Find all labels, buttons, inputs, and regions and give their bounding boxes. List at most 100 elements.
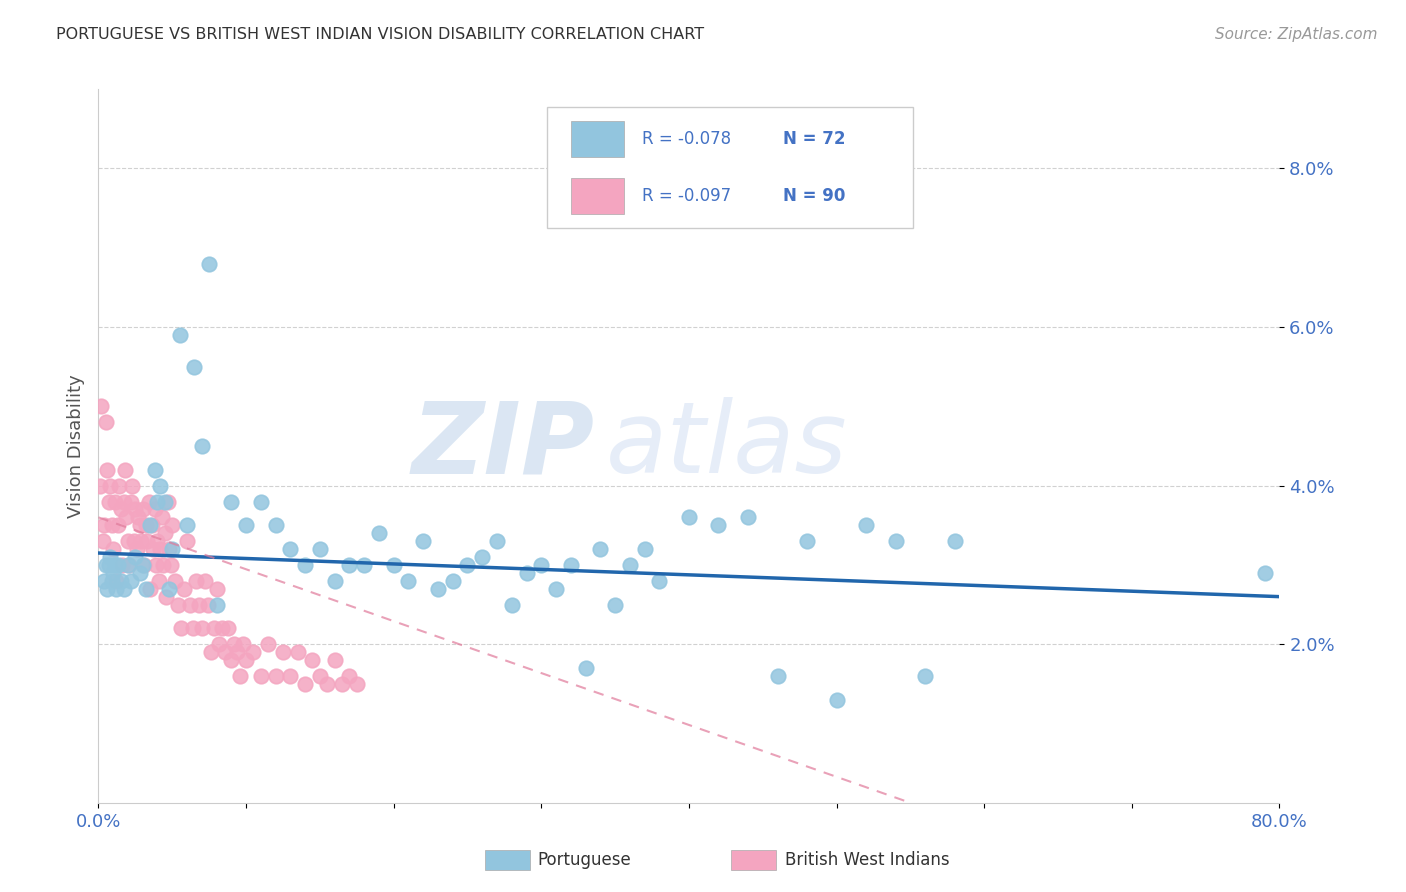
Point [179, 598, 201, 612]
Point [156, 494, 179, 508]
Point [678, 510, 700, 524]
Point [132, 558, 155, 572]
Point [796, 534, 818, 549]
Point [94, 558, 117, 572]
Point [162, 518, 183, 533]
Point [301, 653, 323, 667]
Point [427, 582, 450, 596]
Point [250, 669, 273, 683]
Point [766, 669, 789, 683]
Point [264, 669, 287, 683]
Point [105, 582, 128, 596]
Point [353, 558, 375, 572]
Point [205, 582, 228, 596]
Point [112, 582, 135, 596]
Point [103, 566, 125, 580]
Point [205, 598, 228, 612]
Text: N = 90: N = 90 [783, 187, 846, 205]
Point [737, 510, 759, 524]
Point [155, 590, 177, 604]
Point [134, 558, 156, 572]
Point [157, 542, 180, 557]
Point [165, 574, 187, 588]
Point [184, 574, 207, 588]
Point [128, 566, 150, 580]
Point [707, 518, 730, 533]
Point [183, 359, 205, 374]
Point [648, 574, 671, 588]
Point [152, 558, 174, 572]
Point [96, 463, 118, 477]
Point [346, 677, 368, 691]
Point [855, 518, 877, 533]
Point [914, 669, 936, 683]
Text: R = -0.097: R = -0.097 [641, 187, 731, 205]
Point [98, 549, 121, 564]
Point [105, 574, 128, 588]
Point [94, 415, 117, 429]
Point [208, 637, 231, 651]
Point [104, 494, 127, 508]
Point [138, 494, 160, 508]
Point [97, 558, 120, 572]
Point [122, 534, 145, 549]
Point [114, 463, 136, 477]
Point [501, 598, 523, 612]
Point [200, 645, 222, 659]
Point [110, 574, 132, 588]
Point [323, 574, 346, 588]
Point [486, 534, 509, 549]
Point [226, 645, 249, 659]
Point [111, 558, 134, 572]
Point [309, 669, 332, 683]
Point [117, 534, 139, 549]
Point [142, 542, 165, 557]
Point [294, 677, 316, 691]
Point [118, 558, 141, 572]
Point [157, 582, 180, 596]
Point [176, 534, 198, 549]
Point [589, 542, 612, 557]
Point [136, 534, 159, 549]
Text: R = -0.078: R = -0.078 [641, 130, 731, 148]
Text: PORTUGUESE VS BRITISH WEST INDIAN VISION DISABILITY CORRELATION CHART: PORTUGUESE VS BRITISH WEST INDIAN VISION… [56, 27, 704, 42]
Point [530, 558, 553, 572]
Point [146, 534, 169, 549]
Point [271, 645, 294, 659]
Point [124, 502, 146, 516]
Point [128, 518, 150, 533]
Point [139, 518, 162, 533]
Point [605, 598, 627, 612]
Point [162, 542, 183, 557]
Point [146, 494, 169, 508]
Point [294, 558, 316, 572]
Point [121, 478, 143, 492]
Point [149, 542, 172, 557]
Point [471, 549, 494, 564]
Point [197, 598, 219, 612]
Point [633, 542, 655, 557]
Point [219, 653, 242, 667]
Point [93, 574, 115, 588]
Text: ZIP: ZIP [412, 398, 595, 494]
Point [232, 637, 254, 651]
Point [309, 542, 332, 557]
Point [825, 692, 848, 706]
Point [337, 669, 360, 683]
Point [96, 582, 118, 596]
Point [211, 621, 233, 635]
Point [89, 478, 111, 492]
Point [107, 518, 129, 533]
Point [117, 558, 139, 572]
Point [214, 645, 236, 659]
Point [125, 542, 148, 557]
Point [194, 574, 217, 588]
Point [235, 518, 257, 533]
Point [191, 439, 214, 453]
Point [135, 518, 157, 533]
Point [224, 637, 246, 651]
Point [100, 518, 122, 533]
Point [159, 558, 181, 572]
Point [170, 621, 193, 635]
Point [235, 653, 257, 667]
